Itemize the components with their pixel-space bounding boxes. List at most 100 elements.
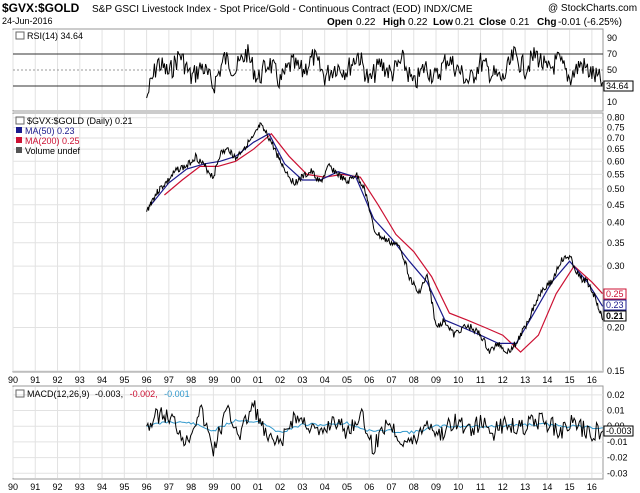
symbol-title: $GVX:$GOLD xyxy=(2,1,80,15)
x-tick-label-bottom: 16 xyxy=(587,482,597,492)
rsi-axis-tick: 90 xyxy=(607,33,617,43)
rsi-reference-lines xyxy=(13,53,603,87)
ma200-last-value: 0.25 xyxy=(606,289,624,299)
rsi-last-tag-box xyxy=(603,80,634,92)
x-tick-label-bottom: 15 xyxy=(565,482,575,492)
ma200-series-line xyxy=(164,132,604,353)
high-value: 0.22 xyxy=(408,17,428,28)
x-tick-label: 16 xyxy=(587,375,597,385)
x-tick-label: 07 xyxy=(386,375,396,385)
macd-axis-tick: 0.01 xyxy=(607,406,625,416)
rsi-axis-tick: 10 xyxy=(607,97,617,107)
x-tick-label: 09 xyxy=(431,375,441,385)
x-tick-label-bottom: 13 xyxy=(520,482,530,492)
price-legend-icon xyxy=(15,116,25,125)
price-axis-tick: 0.65 xyxy=(607,144,625,154)
x-tick-label-bottom: 10 xyxy=(453,482,463,492)
x-tick-label: 06 xyxy=(364,375,374,385)
x-tick-label: 15 xyxy=(565,375,575,385)
x-tick-label: 96 xyxy=(142,375,152,385)
macd-series-line xyxy=(146,400,603,457)
rsi-legend: RSI(14) 34.64 xyxy=(15,31,83,41)
macd-axis-tick: -0.03 xyxy=(607,468,628,478)
price-series-line xyxy=(146,122,604,355)
price-legend-text: $GVX:$GOLD (Daily) 0.21 xyxy=(27,116,133,126)
x-tick-label-bottom: 99 xyxy=(208,482,218,492)
ma200-last-tag-box xyxy=(603,288,627,300)
price-axis-tick: 0.50 xyxy=(607,184,625,194)
ma50-legend-text: MA(50) 0.23 xyxy=(25,126,75,136)
x-tick-label: 11 xyxy=(476,375,485,385)
x-tick-label: 10 xyxy=(453,375,463,385)
x-tick-label-bottom: 04 xyxy=(320,482,330,492)
ma50-last-tag-box xyxy=(603,299,627,311)
price-axis-tick: 0.15 xyxy=(607,366,625,376)
price-axis-tick: 0.80 xyxy=(607,113,625,123)
rsi-last-value: 34.64 xyxy=(606,81,629,91)
open-label: Open xyxy=(327,17,353,28)
x-tick-label: 95 xyxy=(119,375,129,385)
open-value: 0.22 xyxy=(356,17,376,28)
macd-legend-icon xyxy=(15,389,25,398)
x-tick-label-bottom: 06 xyxy=(364,482,374,492)
symbol-description: S&P GSCI Livestock Index - Spot Price/Go… xyxy=(92,4,473,15)
x-tick-label-bottom: 12 xyxy=(498,482,508,492)
x-tick-label-bottom: 92 xyxy=(53,482,63,492)
price-last-tag-box xyxy=(603,310,627,322)
price-axis-tick: 0.20 xyxy=(607,322,625,332)
macd-legend-v1: -0.003, xyxy=(95,389,123,399)
price-last-value: 0.21 xyxy=(606,311,624,321)
ma50-series-line xyxy=(150,132,604,344)
price-axis-tick: 0.40 xyxy=(607,218,625,228)
x-tick-label: 13 xyxy=(520,375,530,385)
x-tick-label: 08 xyxy=(409,375,419,385)
x-tick-label-bottom: 11 xyxy=(476,482,485,492)
macd-panel-frame xyxy=(12,385,604,480)
low-label: Low xyxy=(433,17,453,28)
ma200-legend-text: MA(200) 0.25 xyxy=(25,136,80,146)
price-last-tags: 0.25 0.23 0.21 xyxy=(603,288,627,322)
rsi-legend-icon xyxy=(15,31,25,40)
volume-legend-text: Volume undef xyxy=(25,146,81,156)
x-tick-label: 91 xyxy=(30,375,40,385)
price-axis-tick: 0.60 xyxy=(607,156,625,166)
x-tick-label: 00 xyxy=(231,375,241,385)
rsi-axis-tick: 50 xyxy=(607,65,617,75)
chg-label: Chg xyxy=(537,17,556,28)
x-tick-label: 92 xyxy=(53,375,63,385)
macd-last-value: -0.003 xyxy=(606,426,632,436)
x-tick-label-bottom: 91 xyxy=(30,482,40,492)
price-legend: $GVX:$GOLD (Daily) 0.21 MA(50) 0.23 MA(2… xyxy=(15,116,133,156)
x-tick-label-bottom: 95 xyxy=(119,482,129,492)
price-axis-tick: 0.30 xyxy=(607,261,625,271)
x-tick-label-bottom: 90 xyxy=(8,482,18,492)
price-axis-tick: 0.75 xyxy=(607,123,625,133)
x-tick-label: 93 xyxy=(75,375,85,385)
x-tick-label-bottom: 09 xyxy=(431,482,441,492)
price-axis-tick: 0.35 xyxy=(607,238,625,248)
macd-legend-name: MACD(12,26,9) xyxy=(27,389,90,399)
x-tick-label-bottom: 01 xyxy=(253,482,263,492)
watermark: @ StockCharts.com xyxy=(548,3,637,14)
date-label: 24-Jun-2016 xyxy=(2,16,53,26)
close-label: Close xyxy=(479,17,507,28)
high-label: High xyxy=(383,17,405,28)
x-tick-label-bottom: 03 xyxy=(297,482,307,492)
volume-legend-swatch xyxy=(16,147,22,153)
macd-last-tag: -0.003 xyxy=(603,425,634,437)
ohlc-readout: Open 0.22 High 0.22 Low 0.21 Close 0.21 … xyxy=(327,17,622,28)
macd-last-tag-box xyxy=(603,425,634,437)
x-tick-label-bottom: 05 xyxy=(342,482,352,492)
rsi-axis-tick: 70 xyxy=(607,49,617,59)
x-tick-label-bottom: 14 xyxy=(542,482,552,492)
grid-layer xyxy=(12,30,603,478)
low-value: 0.21 xyxy=(455,17,475,28)
x-tick-label-bottom: 97 xyxy=(164,482,174,492)
x-tick-label: 01 xyxy=(253,375,263,385)
ma50-last-value: 0.23 xyxy=(606,300,624,310)
ma200-legend-swatch xyxy=(16,137,22,143)
macd-legend-v2: -0.002, xyxy=(130,389,158,399)
rsi-last-tag: 34.64 xyxy=(603,80,634,92)
x-tick-label-bottom: 94 xyxy=(97,482,107,492)
